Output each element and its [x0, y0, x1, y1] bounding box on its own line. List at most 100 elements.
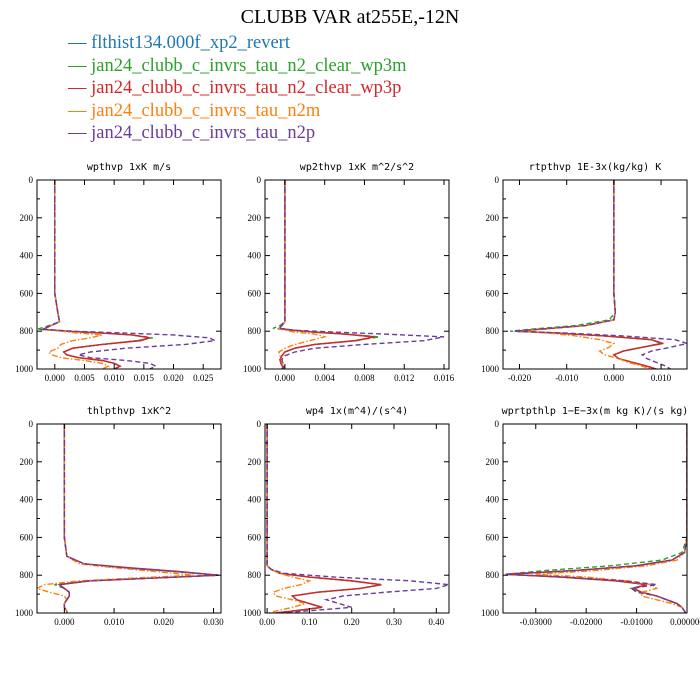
y-tick-label: 1000 [15, 364, 34, 374]
y-tick-label: 400 [20, 495, 34, 505]
panel-title: wprtpthlp 1−E−3x(m kg K)/(s kg) [502, 406, 689, 417]
figure-title: CLUBB VAR at255E,-12N [240, 6, 460, 28]
x-tick-label: 0.020 [163, 373, 184, 383]
y-tick-label: 1000 [243, 364, 262, 374]
x-tick-label: 0.015 [134, 373, 155, 383]
panel-title: wp2thvp 1xK m^2/s^2 [300, 162, 414, 173]
x-tick-label: 0.030 [203, 617, 224, 627]
y-tick-label: 800 [486, 326, 500, 336]
x-tick-label: 0.10 [302, 617, 318, 627]
series-line [519, 180, 652, 369]
y-tick-label: 400 [486, 495, 500, 505]
y-tick-label: 600 [486, 288, 500, 298]
y-tick-label: 200 [20, 457, 34, 467]
series-line [57, 424, 219, 613]
legend-label: jan24_clubb_c_invrs_tau_n2_clear_wp3m [91, 55, 407, 76]
legend-label: jan24_clubb_c_invrs_tau_n2m [91, 100, 321, 121]
series-line [266, 424, 382, 613]
y-tick-label: 800 [20, 570, 34, 580]
panel: wprtpthlp 1−E−3x(m kg K)/(s kg)0 200 400 60… [481, 406, 700, 627]
x-tick-label: 0.010 [104, 373, 125, 383]
y-tick-label: 0 [495, 419, 500, 429]
x-tick-label: 0.000 [275, 373, 296, 383]
legend-marker: — [68, 78, 92, 98]
x-tick-label: 0.40 [428, 617, 444, 627]
x-tick-label: 0.000 [45, 373, 66, 383]
y-tick-label: 0 [257, 175, 262, 185]
series-line [514, 180, 687, 369]
legend-marker: — [68, 55, 92, 76]
x-tick-label: 0.010 [651, 373, 672, 383]
y-tick-label: 800 [20, 326, 34, 336]
series-line [277, 180, 328, 369]
panel: wp2thvp 1xK m^2/s^2 0 200 400 600 800 1000 0.00… [243, 162, 455, 383]
x-tick-label: -0.01000 [620, 617, 653, 627]
x-tick-label: 0.010 [104, 617, 125, 627]
panel-title: thlpthvp 1xK^2 [87, 406, 171, 417]
series-line [505, 424, 687, 613]
x-tick-label: 0.30 [386, 617, 402, 627]
series-line [277, 180, 375, 369]
legend-entry: — jan24_clubb_c_invrs_tau_n2p [68, 122, 407, 145]
y-tick-label: 200 [248, 457, 262, 467]
x-tick-label: 0.000 [54, 617, 75, 627]
y-tick-label: 800 [248, 326, 262, 336]
legend-label: flthist134.000f_xp2_revert [91, 33, 290, 53]
legend-entry: — jan24_clubb_c_invrs_tau_n2_clear_wp3m [68, 55, 407, 78]
series-line [266, 424, 382, 613]
x-tick-label: 0.004 [315, 373, 336, 383]
panel: wpthvp 1xK m/s 0 200 400 600 800 1000 0.000 0.00… [15, 162, 222, 383]
series-line [277, 180, 445, 369]
series-line [505, 424, 687, 613]
y-tick-label: 200 [486, 213, 500, 223]
x-tick-label: 0.025 [193, 373, 214, 383]
y-tick-label: 0 [29, 419, 34, 429]
x-tick-label: 0.00 [259, 617, 275, 627]
x-tick-label: -0.02000 [570, 617, 603, 627]
y-tick-label: 0 [257, 419, 262, 429]
panel: rtpthvp 1E-3x(kg/kg) K02004006008001000-… [481, 162, 688, 383]
y-tick-label: 1000 [243, 608, 262, 618]
panel-title: rtpthvp 1E-3x(kg/kg) K [529, 162, 661, 173]
y-tick-label: 1000 [481, 608, 500, 618]
panel-title: wp4 1x(m^4)/(s^4) [306, 406, 408, 417]
x-tick-label: -0.03000 [520, 617, 553, 627]
panel: thlpthvp 1xK^2 0 200 400 600 800 1000 0.000 0.01… [15, 406, 224, 627]
series-line [277, 180, 375, 369]
y-tick-label: 400 [248, 495, 262, 505]
series-line [57, 424, 219, 613]
series-line [54, 424, 219, 613]
series-line [266, 424, 382, 613]
series-line [535, 424, 687, 613]
series-line [514, 180, 664, 369]
y-tick-label: 600 [20, 288, 34, 298]
legend-marker: — [68, 123, 92, 143]
y-tick-label: 0 [495, 175, 500, 185]
legend-entry: — jan24_clubb_c_invrs_tau_n2m [68, 100, 407, 123]
series-line [40, 180, 218, 369]
legend-label: jan24_clubb_c_invrs_tau_n2_clear_wp3p [91, 78, 402, 98]
x-tick-label: 0.020 [154, 617, 175, 627]
y-tick-label: 200 [248, 213, 262, 223]
plot-frame [502, 423, 688, 614]
legend-marker: — [68, 33, 92, 53]
series-line [44, 180, 110, 369]
legend-label: jan24_clubb_c_invrs_tau_n2p [91, 123, 316, 143]
y-tick-label: 600 [248, 532, 262, 542]
y-tick-label: 200 [486, 457, 500, 467]
y-tick-label: 600 [248, 288, 262, 298]
plot-frame [36, 179, 222, 370]
x-tick-label: -0.010 [555, 373, 579, 383]
y-tick-label: 800 [248, 570, 262, 580]
y-tick-label: 0 [29, 175, 34, 185]
x-tick-label: 0.012 [394, 373, 414, 383]
y-tick-label: 800 [486, 570, 500, 580]
x-tick-label: 0.000000 [670, 617, 700, 627]
plot-frame [502, 179, 688, 370]
series-line [272, 180, 380, 369]
series-line [266, 424, 312, 613]
series-line [505, 424, 687, 613]
x-tick-label: 0.000 [604, 373, 625, 383]
series-line [40, 180, 150, 369]
